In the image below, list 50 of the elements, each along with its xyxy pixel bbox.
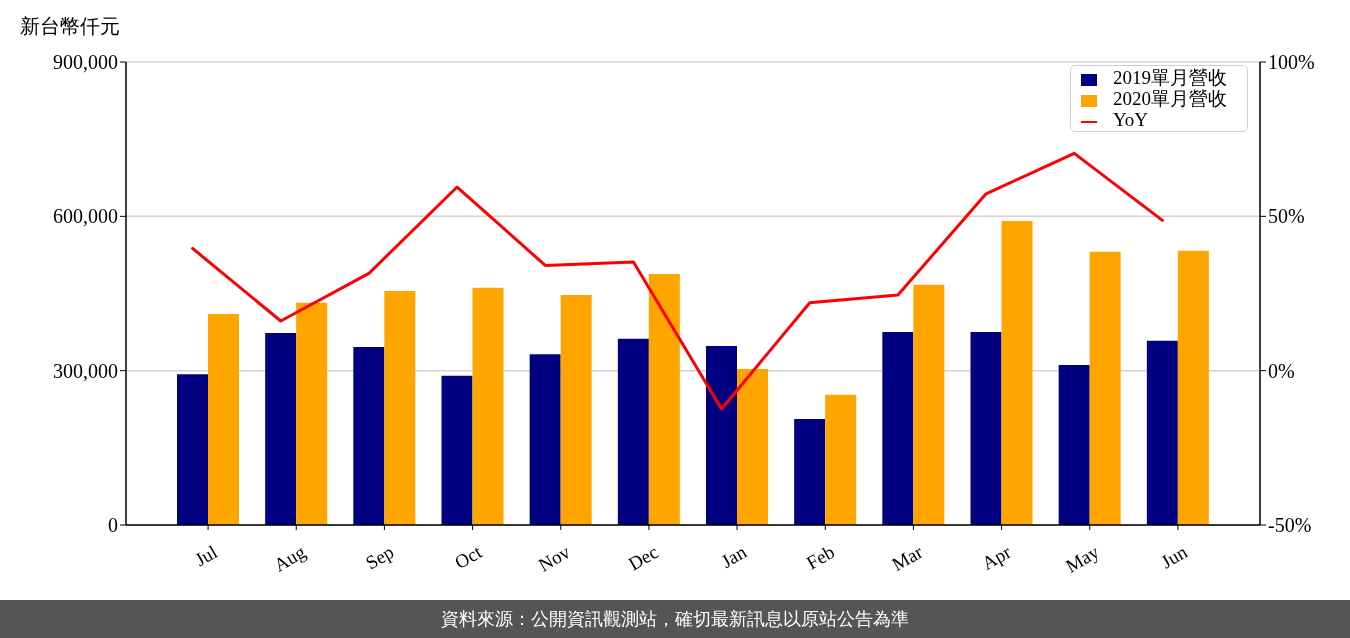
x-tick-label: Apr — [978, 540, 1015, 575]
y2-tick-label: 0% — [1268, 359, 1295, 382]
x-tick-label: Mar — [888, 540, 927, 576]
source-note: 資料來源：公開資訊觀測站，確切最新訊息以原站公告為準 — [441, 608, 909, 629]
x-tick-label: Jul — [191, 541, 221, 571]
legend-label: YoY — [1113, 109, 1149, 130]
bar — [296, 302, 328, 525]
bar — [208, 314, 239, 525]
bar — [970, 332, 1002, 525]
bar — [1089, 251, 1121, 525]
bar — [265, 333, 297, 525]
x-tick-label: Sep — [362, 541, 398, 574]
x-tick-label: Feb — [802, 541, 839, 574]
bar — [1146, 340, 1178, 525]
x-tick-label: Jun — [1157, 540, 1192, 573]
x-tick-label: Oct — [451, 540, 486, 573]
bar — [794, 419, 826, 525]
bar — [529, 354, 561, 525]
bar — [1177, 250, 1209, 525]
x-tick-label: Aug — [270, 540, 310, 576]
bar — [737, 369, 768, 525]
bar — [353, 347, 385, 525]
y-tick-label: 0 — [108, 514, 118, 537]
x-tick-label: Jan — [717, 540, 751, 572]
y-axis-title: 新台幣仟元 — [20, 14, 120, 38]
bar — [441, 375, 473, 525]
x-tick-label: Nov — [534, 540, 574, 576]
bar — [825, 394, 857, 525]
x-tick-label: Dec — [624, 541, 662, 575]
bar — [1001, 220, 1033, 525]
legend-label: 2020單月營收 — [1113, 88, 1227, 109]
bar — [648, 273, 680, 525]
x-tick-label: May — [1061, 540, 1103, 577]
y-tick-label: 900,000 — [53, 51, 118, 74]
bar — [177, 374, 208, 525]
bar — [617, 338, 649, 525]
bar — [472, 287, 504, 525]
bar — [882, 332, 914, 525]
bar — [1058, 365, 1090, 525]
bar — [560, 295, 592, 525]
bar — [706, 345, 737, 525]
y-tick-label: 600,000 — [53, 205, 118, 228]
y-tick-label: 300,000 — [53, 359, 118, 382]
y2-tick-label: 50% — [1268, 205, 1305, 228]
bar — [913, 284, 945, 525]
line-series — [191, 151, 1164, 411]
legend-label: 2019單月營收 — [1113, 67, 1227, 88]
bar — [384, 290, 416, 525]
y2-tick-label: -50% — [1268, 514, 1312, 537]
y2-tick-label: 100% — [1268, 51, 1315, 74]
